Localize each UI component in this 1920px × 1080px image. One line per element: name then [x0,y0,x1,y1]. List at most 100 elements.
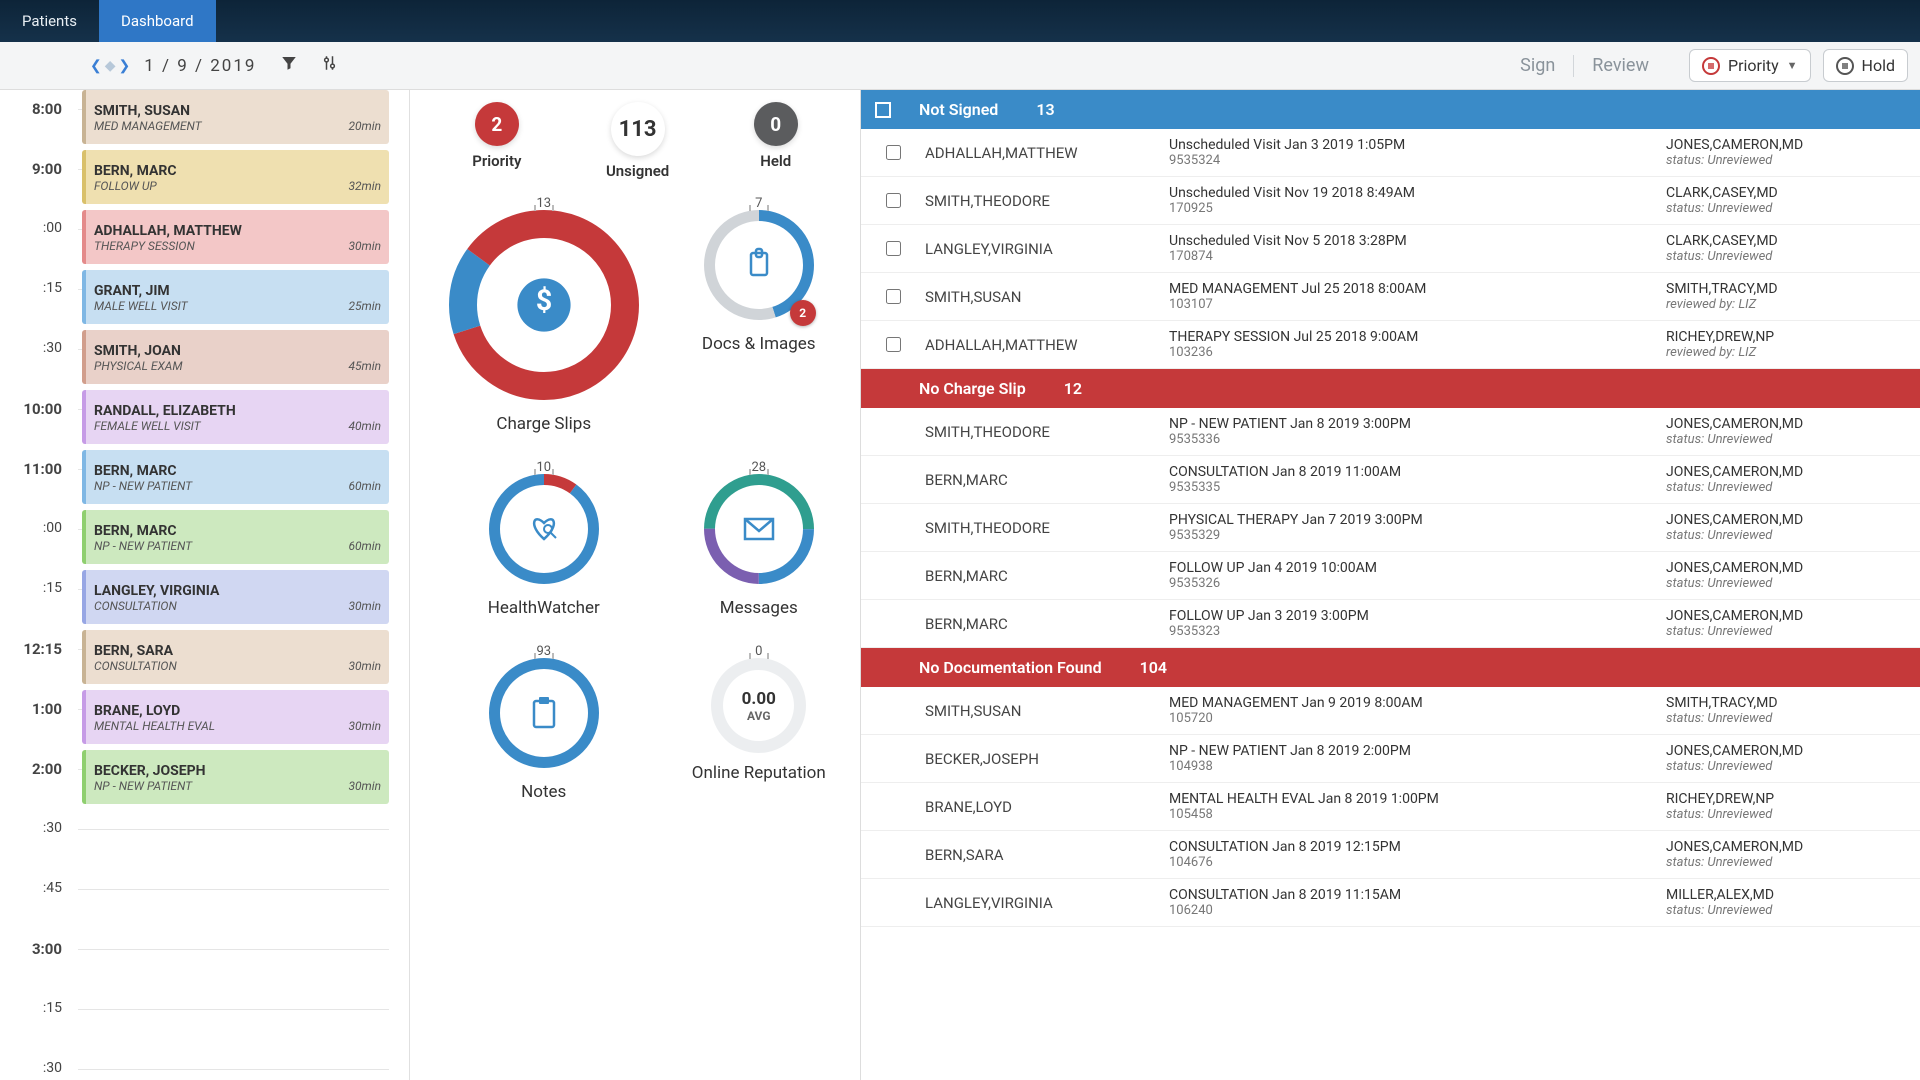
task-status: reviewed by: LIZ [1666,345,1898,360]
appointment-card[interactable]: SMITH, SUSANMED MANAGEMENT20min [82,90,389,144]
appointment-card[interactable]: ADHALLAH, MATTHEWTHERAPY SESSION30min [82,210,389,264]
widget-charge[interactable]: 13$Charge Slips [430,210,658,434]
task-row[interactable]: SMITH,THEODORENP - NEW PATIENT Jan 8 201… [861,408,1920,456]
task-row[interactable]: SMITH,SUSANMED MANAGEMENT Jul 25 2018 8:… [861,273,1920,321]
appt-type: CONSULTATION [94,599,177,613]
task-provider: JONES,CAMERON,MD [1666,743,1898,759]
appt-patient-name: RANDALL, ELIZABETH [94,403,381,419]
task-row[interactable]: SMITH,THEODOREUnscheduled Visit Nov 19 2… [861,177,1920,225]
section-header[interactable]: Not Signed13 [861,90,1920,129]
task-description: Unscheduled Visit Nov 5 2018 3:28PM [1169,233,1652,249]
chevron-down-icon: ▼ [1787,59,1798,72]
sign-button[interactable]: Sign [1520,55,1555,76]
task-provider: RICHEY,DREW,NP [1666,791,1898,807]
appt-type: FOLLOW UP [94,179,157,193]
date-next-icon[interactable]: ❯ [119,58,131,74]
widget-health[interactable]: 10HealthWatcher [430,474,658,618]
task-row[interactable]: ADHALLAH,MATTHEWTHERAPY SESSION Jul 25 2… [861,321,1920,369]
filter-icon[interactable] [280,54,298,77]
appointment-card[interactable]: BERN, SARACONSULTATION30min [82,630,389,684]
time-label: 8:00 [0,100,72,118]
task-patient-name: SMITH,SUSAN [925,288,1155,306]
toolbar: ❮ ◆ ❯ 1 / 9 / 2019 Sign Review Priority … [0,42,1920,90]
task-provider: JONES,CAMERON,MD [1666,560,1898,576]
task-status: status: Unreviewed [1666,711,1898,726]
date-prev-icon[interactable]: ❮ [90,58,102,74]
task-row[interactable]: LANGLEY,VIRGINIACONSULTATION Jan 8 2019 … [861,879,1920,927]
task-checkbox[interactable] [886,145,901,160]
task-id: 103236 [1169,345,1652,360]
appt-duration: 30min [348,779,381,793]
task-id: 170874 [1169,249,1652,264]
task-row[interactable]: SMITH,THEODOREPHYSICAL THERAPY Jan 7 201… [861,504,1920,552]
appt-type: CONSULTATION [94,659,177,673]
svg-text:$: $ [536,284,552,317]
time-label: 9:00 [0,160,72,178]
reputation-score: 0.00 [742,689,776,709]
appointment-card[interactable]: SMITH, JOANPHYSICAL EXAM45min [82,330,389,384]
widget-count: 93 [536,644,551,659]
hold-button[interactable]: Hold [1823,49,1908,82]
widget-rep[interactable]: 00.00AVGOnline Reputation [678,658,841,802]
appt-duration: 30min [348,239,381,253]
section-header[interactable]: No Charge Slip 12 [861,369,1920,408]
appt-patient-name: BERN, SARA [94,643,381,659]
task-patient-name: BRANE,LOYD [925,798,1155,816]
task-row[interactable]: SMITH,SUSANMED MANAGEMENT Jan 9 2019 8:0… [861,687,1920,735]
task-id: 9535324 [1169,153,1652,168]
review-button[interactable]: Review [1592,55,1649,76]
date-nav: ❮ ◆ ❯ [90,58,130,74]
priority-label: Priority [1728,56,1779,75]
appt-patient-name: GRANT, JIM [94,283,381,299]
task-row[interactable]: ADHALLAH,MATTHEWUnscheduled Visit Jan 3 … [861,129,1920,177]
task-row[interactable]: BERN,MARCFOLLOW UP Jan 4 2019 10:00AM953… [861,552,1920,600]
held-count-label: Held [760,152,791,170]
unsigned-count[interactable]: 113 Unsigned [606,102,669,180]
task-row[interactable]: LANGLEY,VIRGINIAUnscheduled Visit Nov 5 … [861,225,1920,273]
task-row[interactable]: BRANE,LOYDMENTAL HEALTH EVAL Jan 8 2019 … [861,783,1920,831]
widget-msgs[interactable]: 28Messages [678,474,841,618]
task-checkbox[interactable] [886,193,901,208]
task-description: CONSULTATION Jan 8 2019 11:15AM [1169,887,1652,903]
section-header[interactable]: No Documentation Found104 [861,648,1920,687]
task-description: FOLLOW UP Jan 4 2019 10:00AM [1169,560,1652,576]
task-id: 9535335 [1169,480,1652,495]
priority-badge: 2 [475,102,519,146]
adjust-icon[interactable] [322,54,340,77]
task-row[interactable]: BERN,MARCFOLLOW UP Jan 3 2019 3:00PM9535… [861,600,1920,648]
current-date[interactable]: 1 / 9 / 2019 [144,56,256,76]
section-title: No Charge Slip [919,379,1026,398]
task-checkbox[interactable] [886,337,901,352]
task-row[interactable]: BECKER,JOSEPHNP - NEW PATIENT Jan 8 2019… [861,735,1920,783]
date-today-icon[interactable]: ◆ [105,58,116,74]
appt-duration: 40min [348,419,381,433]
task-row[interactable]: BERN,SARACONSULTATION Jan 8 2019 12:15PM… [861,831,1920,879]
task-row[interactable]: BERN,MARCCONSULTATION Jan 8 2019 11:00AM… [861,456,1920,504]
priority-count[interactable]: 2 Priority [472,102,521,180]
appointment-card[interactable]: LANGLEY, VIRGINIACONSULTATION30min [82,570,389,624]
widget-label: Messages [720,598,798,618]
task-checkbox[interactable] [886,289,901,304]
section-checkbox[interactable] [875,102,891,118]
task-checkbox[interactable] [886,241,901,256]
toolbar-divider [1573,55,1574,77]
appointment-card[interactable]: BERN, MARCNP - NEW PATIENT60min [82,450,389,504]
appointment-card[interactable]: RANDALL, ELIZABETHFEMALE WELL VISIT40min [82,390,389,444]
task-id: 170925 [1169,201,1652,216]
section-count: 12 [1064,379,1082,398]
appointment-card[interactable]: GRANT, JIMMALE WELL VISIT25min [82,270,389,324]
tab-patients[interactable]: Patients [0,0,99,42]
task-id: 9535336 [1169,432,1652,447]
task-provider: JONES,CAMERON,MD [1666,608,1898,624]
held-count[interactable]: 0 Held [754,102,798,180]
tab-dashboard[interactable]: Dashboard [99,0,216,42]
priority-dropdown[interactable]: Priority ▼ [1689,49,1811,82]
appointment-card[interactable]: BRANE, LOYDMENTAL HEALTH EVAL30min [82,690,389,744]
appointment-card[interactable]: BERN, MARCNP - NEW PATIENT60min [82,510,389,564]
appt-patient-name: BERN, MARC [94,163,381,179]
task-checkbox-wrap [875,193,911,208]
widget-docs[interactable]: 72Docs & Images [678,210,841,434]
appointment-card[interactable]: BERN, MARCFOLLOW UP32min [82,150,389,204]
widget-notes[interactable]: 93Notes [430,658,658,802]
appointment-card[interactable]: BECKER, JOSEPHNP - NEW PATIENT30min [82,750,389,804]
